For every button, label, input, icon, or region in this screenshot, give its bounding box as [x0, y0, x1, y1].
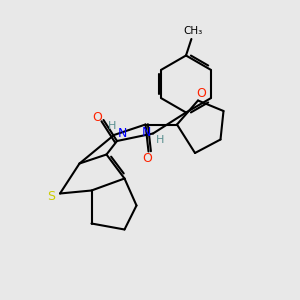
Text: H: H [155, 135, 164, 145]
Text: H: H [107, 121, 116, 131]
Text: CH₃: CH₃ [183, 26, 202, 37]
Text: S: S [48, 190, 56, 203]
Text: N: N [142, 126, 152, 140]
Text: O: O [92, 111, 102, 124]
Text: N: N [118, 127, 127, 140]
Text: O: O [142, 152, 152, 166]
Text: O: O [197, 87, 206, 101]
